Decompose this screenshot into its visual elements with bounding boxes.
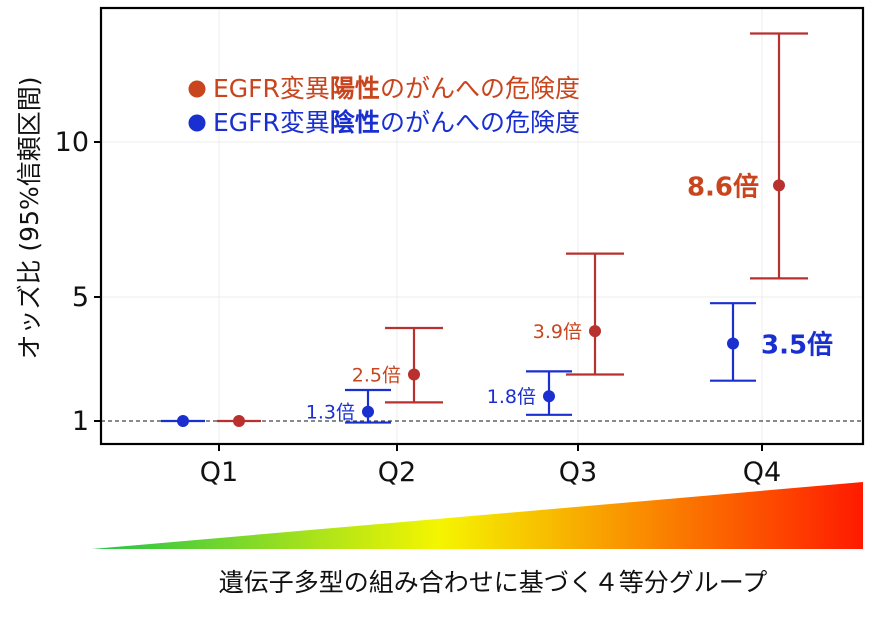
y-tick-label: 10 <box>55 127 89 158</box>
x-tick-label: Q2 <box>378 457 416 488</box>
gradient-caption: 遺伝子多型の組み合わせに基づく４等分グループ <box>219 568 768 597</box>
legend-marker <box>188 80 206 98</box>
legend-text-part: 陰性 <box>330 108 380 137</box>
grid-lines <box>101 8 863 444</box>
data-label: 3.9倍 <box>533 321 582 343</box>
legend-text-part: のがんへの危険度 <box>380 74 580 103</box>
data-point <box>177 415 189 427</box>
data-label: 8.6倍 <box>687 171 759 202</box>
data-point <box>773 179 785 192</box>
data-label: 3.5倍 <box>761 330 833 361</box>
series-layer: 2.5倍 3.9倍 8.6倍 1.3倍 1.8倍 3.5倍 <box>161 32 833 427</box>
x-tick-label: Q4 <box>743 457 781 488</box>
y-tick-label: 1 <box>72 406 89 437</box>
data-label: 1.8倍 <box>487 386 536 408</box>
data-label: 1.3倍 <box>306 402 355 424</box>
x-tick-label: Q3 <box>559 457 597 488</box>
legend-text-part: のがんへの危険度 <box>380 108 580 137</box>
data-point <box>233 415 245 427</box>
axis-ticks: 1 5 10 Q1 Q2 Q3 Q4 <box>55 127 782 488</box>
series-positive: 2.5倍 3.9倍 8.6倍 <box>217 32 808 427</box>
x-tick-label: Q1 <box>200 457 238 488</box>
data-point <box>408 368 420 381</box>
risk-gradient-wedge <box>92 482 863 549</box>
data-point <box>362 405 374 418</box>
data-label: 2.5倍 <box>352 365 401 387</box>
legend-marker <box>188 114 206 132</box>
legend-text-part: 陽性 <box>330 74 380 103</box>
legend-text-part: EGFR変異 <box>213 74 330 103</box>
legend-entry: EGFR変異陰性のがんへの危険度 <box>213 108 580 137</box>
series-negative: 1.3倍 1.8倍 3.5倍 <box>161 302 833 427</box>
y-axis-label: オッズ比 (95%信頼区間) <box>15 76 44 359</box>
data-point <box>543 390 555 403</box>
legend-text-part: EGFR変異 <box>213 108 330 137</box>
legend-entry: EGFR変異陽性のがんへの危険度 <box>213 74 580 103</box>
data-point <box>589 325 601 338</box>
plot-border <box>99 6 865 446</box>
data-point <box>727 337 739 350</box>
y-tick-label: 5 <box>72 282 89 313</box>
